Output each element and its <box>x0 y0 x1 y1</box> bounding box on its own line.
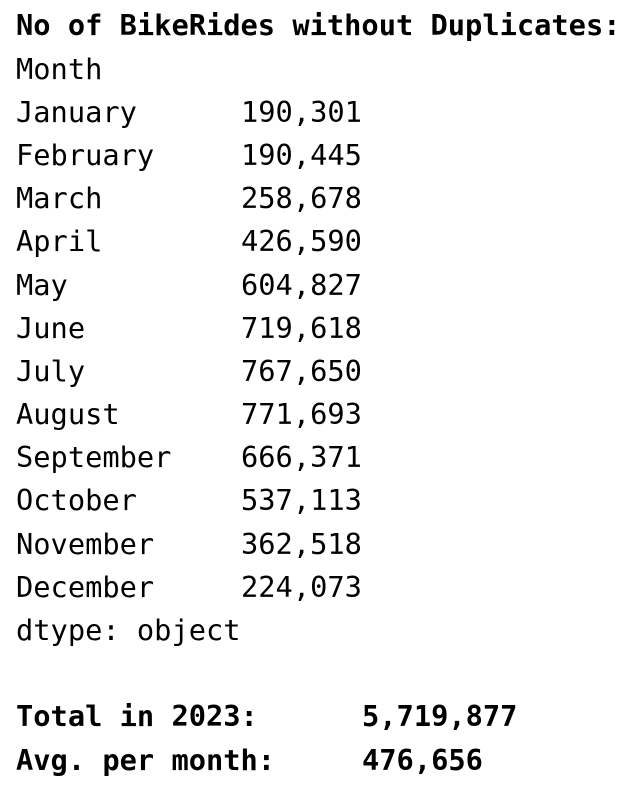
row: May 604,827 <box>0 264 636 307</box>
label: December <box>16 569 155 604</box>
value: 190,301 <box>241 94 362 129</box>
label: October <box>16 483 137 518</box>
label: February <box>16 137 155 172</box>
label: March <box>16 181 103 216</box>
blank-line <box>0 652 636 695</box>
value: 258,678 <box>241 181 362 216</box>
label: May <box>16 267 68 302</box>
value: 426,590 <box>241 224 362 259</box>
rows: January 190,301 February 190,445 March 258,67… <box>0 91 636 609</box>
row: February 190,445 <box>0 134 636 177</box>
row: July 767,650 <box>0 350 636 393</box>
value: 190,445 <box>241 137 362 172</box>
dtype-line: dtype: object <box>0 609 636 652</box>
value: 537,113 <box>241 483 362 518</box>
label: July <box>16 353 86 388</box>
row: January 190,301 <box>0 91 636 134</box>
label: April <box>16 224 103 259</box>
row: September 666,371 <box>0 436 636 479</box>
row: June 719,618 <box>0 307 636 350</box>
label: June <box>16 310 86 345</box>
value: 771,693 <box>241 397 362 432</box>
title-line: No of BikeRides without Duplicates: <box>0 4 636 47</box>
row: October 537,113 <box>0 479 636 522</box>
value: 362,518 <box>241 526 362 561</box>
value: 604,827 <box>241 267 362 302</box>
row: November 362,518 <box>0 523 636 566</box>
totals: Total in 2023: 5,719,877 Avg. per month: 47… <box>0 695 636 781</box>
index-line: Month <box>0 48 636 91</box>
value: 5,719,877 <box>362 699 518 734</box>
value: 719,618 <box>241 310 362 345</box>
row: August 771,693 <box>0 393 636 436</box>
title: No of BikeRides without Duplicates: <box>16 8 621 43</box>
value: 666,371 <box>241 440 362 475</box>
label: August <box>16 397 120 432</box>
index-name: Month <box>16 51 103 86</box>
label: January <box>16 94 137 129</box>
value: 767,650 <box>241 353 362 388</box>
label: Avg. per month: <box>16 742 276 777</box>
row: April 426,590 <box>0 220 636 263</box>
dtype: dtype: object <box>16 613 241 648</box>
row: Avg. per month: 476,656 <box>0 739 636 782</box>
value: 224,073 <box>241 569 362 604</box>
row: March 258,678 <box>0 177 636 220</box>
row: Total in 2023: 5,719,877 <box>0 695 636 738</box>
row: December 224,073 <box>0 566 636 609</box>
label: September <box>16 440 172 475</box>
label: Total in 2023: <box>16 699 258 734</box>
value: 476,656 <box>362 742 483 777</box>
label: November <box>16 526 155 561</box>
